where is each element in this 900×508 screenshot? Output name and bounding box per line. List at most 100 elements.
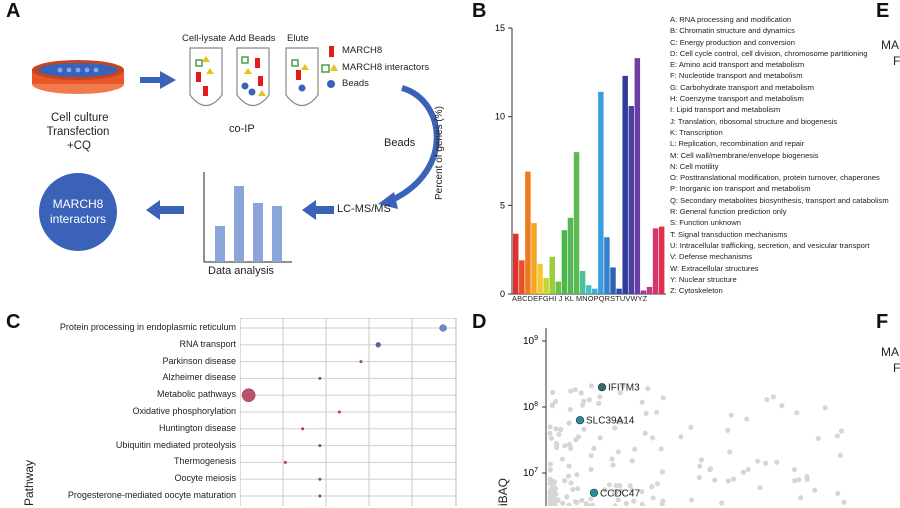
- pathway-label: Ubiquitin mediated proteolysis: [115, 439, 236, 450]
- chart-d-ylabel: iBAQ: [496, 477, 510, 506]
- background-point: [615, 497, 621, 503]
- background-point: [551, 488, 557, 494]
- cog-legend-item: H: Coenzyme transport and metabolism: [670, 94, 804, 104]
- bar-M: [585, 285, 592, 294]
- background-point: [566, 441, 573, 447]
- background-point: [547, 424, 553, 430]
- background-point: [791, 467, 798, 473]
- cog-legend-item: V: Defense mechanisms: [670, 252, 753, 262]
- bar-G: [549, 256, 555, 294]
- background-point: [579, 497, 585, 504]
- result-circle-line-1: MARCH8: [52, 197, 104, 211]
- bar-B: [519, 260, 525, 294]
- bar-L: [579, 270, 586, 294]
- background-point: [606, 482, 613, 488]
- panel-letter-f: F: [876, 311, 889, 333]
- background-point: [834, 433, 840, 439]
- cell-culture-line-3: +CQ: [67, 140, 91, 152]
- background-point: [612, 425, 618, 431]
- background-point: [697, 463, 703, 469]
- background-point: [589, 502, 596, 506]
- bar-N: [592, 288, 598, 294]
- background-point: [585, 503, 592, 506]
- background-point: [757, 485, 763, 491]
- y-tick-label: 5: [500, 200, 505, 210]
- panel-letter-e: E: [876, 0, 890, 22]
- cog-legend-item: R: General function prediction only: [670, 207, 787, 217]
- background-point: [547, 501, 553, 506]
- cog-bar-chart: 0 5 10 15: [495, 23, 666, 299]
- background-point: [649, 484, 655, 490]
- cog-legend-item: G: Carbohydrate transport and metabolism: [670, 82, 814, 92]
- background-point: [553, 426, 559, 432]
- bar-W: [646, 286, 653, 294]
- cell-culture-line-1: Cell culture: [51, 112, 109, 124]
- bar-J: [567, 217, 574, 294]
- y-tick-label: 108: [523, 401, 538, 413]
- pathway-dot: [375, 342, 381, 348]
- panel-letter-b: B: [472, 0, 487, 22]
- background-point: [650, 495, 656, 501]
- culture-dish-icon: [32, 60, 124, 94]
- bar-D: [531, 223, 537, 294]
- cog-legend-item: Q: Secondary metabolites biosynthesis, t…: [670, 195, 889, 205]
- background-point: [718, 500, 725, 506]
- curved-arrow-icon: [390, 85, 440, 203]
- beads-arrow-label: Beads: [384, 137, 416, 149]
- pathway-label: Thermogenesis: [173, 456, 236, 467]
- gene-point-ifitm3: [597, 383, 607, 392]
- bar-T: [628, 106, 634, 294]
- background-point: [629, 458, 635, 464]
- cog-legend-item: Y: Nuclear structure: [670, 274, 737, 284]
- background-point: [591, 445, 597, 452]
- bar-U: [634, 58, 641, 294]
- background-point: [553, 497, 560, 503]
- gene-label-ccdc47: CCDC47: [600, 488, 640, 499]
- cog-legend-item: J: Translation, ribosomal structure and …: [670, 116, 838, 126]
- gene-label-slc39a14: SLC39A14: [586, 416, 635, 427]
- cog-legend-item: Z: Cytoskeleton: [670, 286, 723, 296]
- background-point: [779, 403, 785, 409]
- panel-a-illustration: [32, 46, 440, 263]
- bar-A: [513, 233, 519, 294]
- panel-letter-d: D: [472, 311, 487, 333]
- cog-legend-item: I: Lipid transport and metabolism: [670, 105, 781, 115]
- background-point: [586, 397, 593, 403]
- bar-R: [616, 288, 622, 294]
- bar-Y: [652, 228, 659, 294]
- coip-label: co-IP: [229, 123, 255, 135]
- bar-F: [543, 278, 549, 294]
- background-point: [712, 477, 718, 483]
- background-point: [835, 490, 841, 497]
- cog-legend-item: B: Chromatin structure and dynamics: [670, 26, 795, 36]
- mini-bar-chart-icon: [203, 172, 292, 263]
- arrow-left-icon: [146, 200, 184, 220]
- pathway-label: Metabolic pathways: [156, 389, 236, 400]
- background-point: [597, 394, 603, 400]
- background-point: [612, 503, 618, 506]
- background-point: [617, 390, 624, 396]
- pathway-label: Alzheimer disease: [162, 372, 236, 383]
- bar-E: [537, 263, 543, 294]
- cog-legend-item: N: Cell motility: [670, 161, 719, 171]
- pathway-dot: [241, 388, 256, 402]
- chart-b-ylabel: Percent of genes (%): [434, 106, 445, 200]
- pathway-labels: Protein processing in endoplasmic reticu…: [0, 318, 236, 508]
- background-point: [639, 489, 645, 495]
- cog-legend-item: L: Replication, recombination and repair: [670, 139, 805, 149]
- cog-legend-item: W: Extracellular structures: [670, 263, 759, 273]
- panel-f-partial-text-1: MA: [881, 345, 899, 359]
- tube-elute-icon: [285, 47, 319, 107]
- background-point: [602, 487, 608, 493]
- background-point: [568, 388, 574, 394]
- background-point: [561, 478, 568, 484]
- background-point: [550, 478, 556, 485]
- arrow-right-icon: [140, 71, 176, 89]
- tube-beads-icon: [236, 47, 270, 107]
- background-point: [570, 486, 576, 493]
- background-point: [725, 427, 731, 433]
- background-point: [645, 385, 651, 392]
- panel-e-partial-text-2: F: [893, 54, 900, 68]
- background-point: [574, 485, 581, 492]
- panel-f-partial-text-2: F: [893, 361, 900, 375]
